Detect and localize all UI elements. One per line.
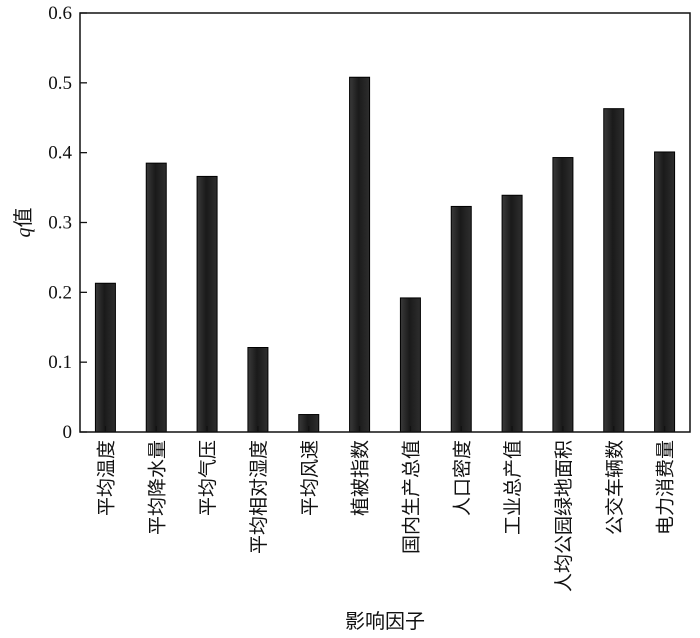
x-category-label: 平均温度 — [95, 440, 117, 516]
x-category-label: 电力消费量 — [655, 440, 677, 535]
y-tick-label: 0.2 — [48, 282, 72, 303]
y-tick-label: 0 — [63, 422, 73, 443]
y-tick-label: 0.3 — [48, 213, 72, 234]
y-tick-label: 0.4 — [48, 143, 72, 164]
bars — [94, 76, 676, 433]
bar-10 — [603, 108, 625, 433]
bar-7 — [450, 205, 472, 433]
y-axis-title-rest: 值 — [11, 208, 35, 228]
y-tick-label: 0.5 — [48, 73, 72, 94]
x-category-label: 人均公园绿地面积 — [553, 440, 575, 592]
x-category-label: 平均风速 — [299, 440, 321, 516]
y-axis-title-q: q — [13, 228, 35, 238]
x-category-label: 国内生产总值 — [400, 440, 422, 554]
bar-11 — [654, 151, 676, 433]
bar-1 — [145, 162, 167, 433]
plot-frame — [79, 12, 691, 433]
x-category-label: 植被指数 — [350, 440, 372, 516]
x-category-label: 平均气压 — [197, 440, 219, 516]
bar-8 — [501, 194, 523, 433]
bar-3 — [247, 347, 269, 433]
x-axis-ticks — [104, 426, 666, 432]
x-category-label: 人口密度 — [451, 440, 473, 516]
bar-0 — [94, 282, 116, 433]
x-category-label: 公交车辆数 — [604, 440, 626, 535]
x-axis-title: 影响因子 — [345, 609, 425, 633]
x-category-labels: 平均温度 平均降水量 平均气压 平均相对湿度 平均风速 植被指数 国内生产总值 人口密度 工业总… — [95, 440, 676, 592]
bar-5 — [349, 76, 371, 433]
x-category-label: 平均降水量 — [146, 440, 168, 535]
x-category-label: 平均相对湿度 — [248, 440, 270, 554]
y-axis-ticks: 0 0.1 0.2 0.3 0.4 0.5 0.6 — [48, 3, 87, 443]
y-axis-title: q值 — [11, 208, 35, 238]
bar-2 — [196, 175, 218, 433]
y-tick-label: 0.6 — [48, 3, 72, 24]
x-category-label: 工业总产值 — [502, 440, 524, 535]
y-tick-label: 0.1 — [48, 352, 72, 373]
bar-9 — [552, 157, 574, 433]
bar-6 — [399, 297, 421, 433]
